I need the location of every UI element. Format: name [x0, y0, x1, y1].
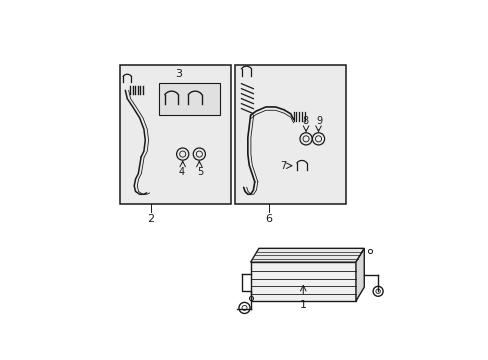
Bar	[250, 262, 355, 301]
Text: 9: 9	[316, 116, 322, 126]
Bar	[159, 84, 220, 115]
Bar	[235, 66, 346, 204]
Text: 1: 1	[299, 300, 306, 310]
Text: 4: 4	[179, 167, 184, 177]
Text: 6: 6	[264, 214, 272, 224]
Text: 5: 5	[197, 167, 203, 177]
Text: 8: 8	[302, 116, 307, 126]
Polygon shape	[250, 248, 364, 262]
Text: 3: 3	[175, 69, 182, 79]
Bar	[120, 66, 231, 204]
Text: 7: 7	[279, 161, 285, 171]
Polygon shape	[355, 248, 364, 301]
Text: 2: 2	[147, 214, 154, 224]
